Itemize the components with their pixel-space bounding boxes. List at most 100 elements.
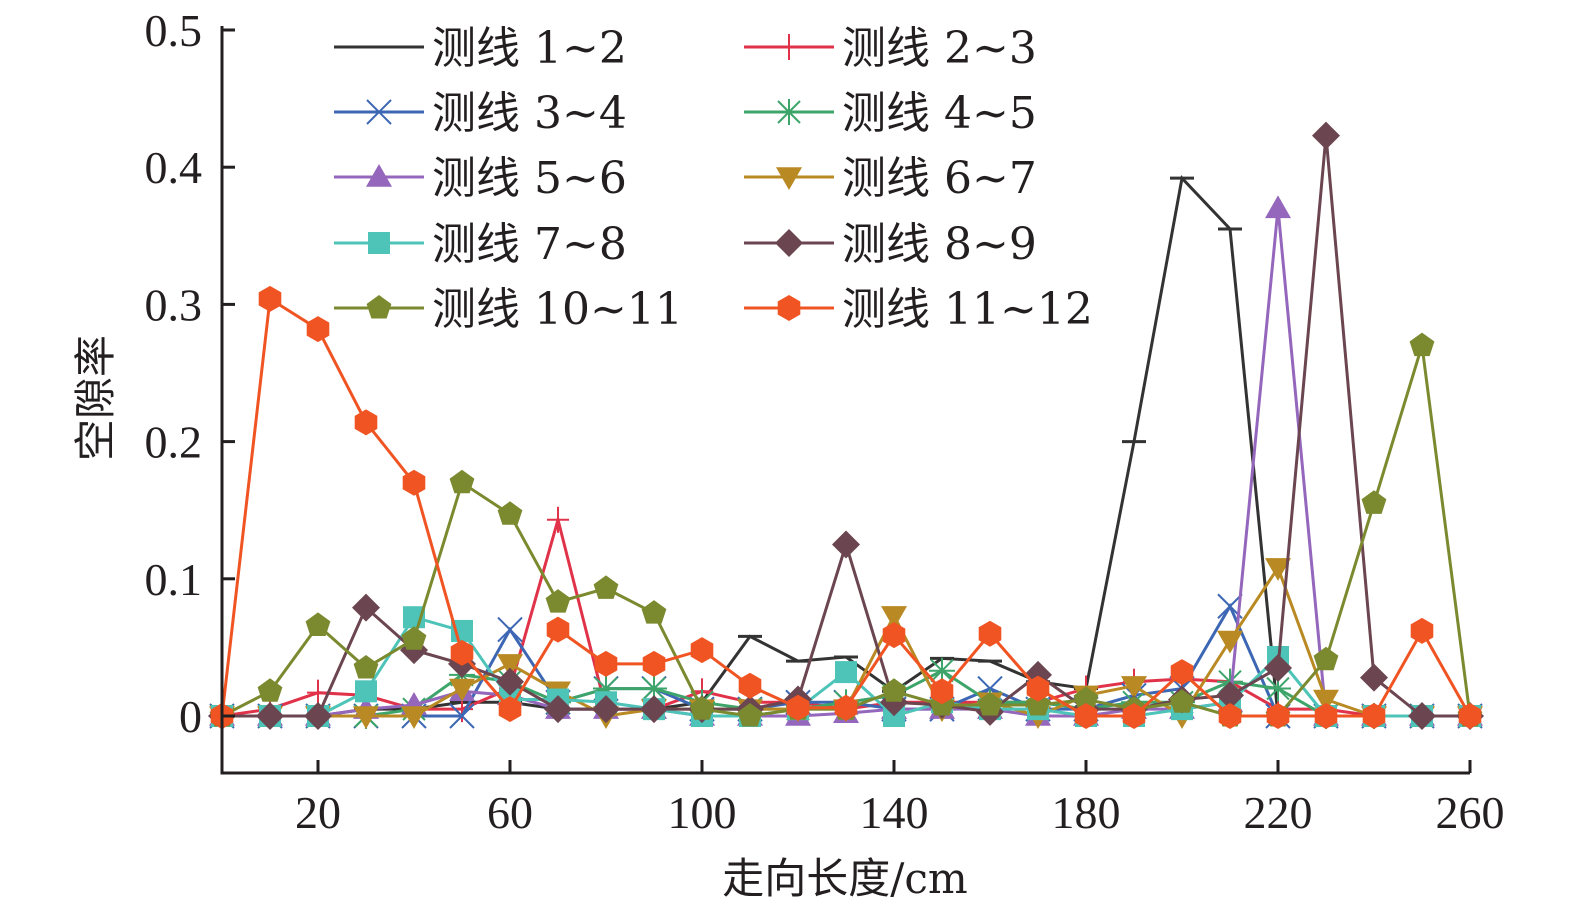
legend-marker — [776, 167, 802, 190]
legend-item: 测线 3~4 — [334, 88, 627, 139]
legend-marker — [366, 99, 392, 125]
legend-item: 测线 10~11 — [334, 284, 683, 335]
legend-marker — [778, 34, 800, 60]
legend-marker — [368, 232, 390, 254]
data-point — [977, 692, 1003, 716]
legend-marker — [777, 295, 801, 321]
legend-label: 测线 1~2 — [432, 23, 627, 74]
data-point — [1122, 703, 1146, 729]
data-point — [307, 679, 329, 706]
data-point — [592, 695, 620, 724]
data-point — [496, 667, 524, 696]
legend-item: 测线 8~9 — [744, 219, 1037, 270]
axes: 0 0.1 0.2 0.3 0.4 0.5 20 60 100 140 180 220 260 — [145, 5, 1505, 838]
data-point — [1265, 558, 1291, 581]
y-tick-label: 0.2 — [145, 417, 203, 468]
data-point — [978, 620, 1002, 647]
legend-label: 测线 10~11 — [432, 284, 683, 335]
data-point — [401, 626, 427, 650]
data-point — [449, 678, 475, 702]
data-point — [1216, 681, 1244, 710]
data-point — [354, 409, 378, 436]
data-point — [1026, 675, 1050, 702]
data-point — [305, 612, 331, 636]
data-point — [304, 702, 332, 730]
data-point — [1361, 490, 1387, 514]
x-tick-label: 100 — [668, 787, 737, 838]
legend-item: 测线 2~3 — [744, 23, 1037, 74]
x-tick-label: 140 — [860, 787, 929, 838]
legend-label: 测线 4~5 — [842, 88, 1037, 139]
y-tick-label: 0.5 — [145, 5, 203, 56]
data-point — [641, 600, 667, 624]
data-point — [882, 622, 906, 649]
data-point — [497, 501, 523, 525]
legend-label: 测线 7~8 — [432, 219, 627, 270]
x-tick-label: 60 — [487, 787, 533, 838]
data-point — [1121, 676, 1147, 699]
data-point — [1360, 663, 1388, 692]
legend-label: 测线 8~9 — [842, 219, 1037, 270]
data-point — [738, 672, 762, 699]
legend-marker — [366, 295, 392, 319]
data-point — [1074, 703, 1098, 729]
data-point — [545, 589, 571, 613]
data-point — [1409, 332, 1435, 357]
legend-marker — [775, 229, 803, 257]
data-point — [401, 706, 427, 729]
data-point — [835, 661, 857, 684]
legend-item: 测线 1~2 — [334, 23, 627, 74]
data-point — [1217, 630, 1243, 654]
y-axis-title: 空隙率 — [71, 335, 120, 461]
data-point — [450, 639, 474, 666]
x-tick-label: 180 — [1052, 787, 1121, 838]
y-tick-label: 0 — [179, 691, 202, 742]
y-tick-label: 0.4 — [145, 142, 203, 193]
data-point — [737, 703, 763, 727]
data-point — [690, 637, 714, 664]
legend-item: 测线 6~7 — [744, 153, 1037, 204]
data-point — [497, 654, 523, 677]
legend-item: 测线 7~8 — [334, 219, 627, 270]
data-point — [832, 530, 860, 559]
data-point — [1362, 703, 1386, 729]
data-point — [1218, 703, 1242, 729]
data-point — [449, 469, 475, 494]
series-10 — [210, 285, 1482, 729]
data-point — [1313, 646, 1339, 671]
legend-label: 测线 5~6 — [432, 153, 627, 204]
data-point — [352, 593, 380, 622]
x-tick-label: 220 — [1244, 787, 1313, 838]
data-point — [257, 678, 283, 702]
x-axis-title: 走向长度/cm — [722, 854, 968, 903]
data-point — [930, 678, 954, 705]
data-point — [353, 706, 379, 729]
data-point — [497, 616, 523, 643]
data-point — [547, 506, 569, 533]
data-point — [593, 575, 619, 599]
x-tick-label: 20 — [295, 787, 341, 838]
data-point — [353, 655, 379, 679]
data-point — [1266, 703, 1290, 729]
data-point — [1312, 121, 1340, 150]
data-point — [1313, 689, 1339, 713]
data-point — [642, 650, 666, 677]
plot-lines — [208, 121, 1484, 730]
data-point — [546, 616, 570, 643]
data-point — [1265, 195, 1291, 219]
legend-item: 测线 4~5 — [744, 88, 1037, 139]
data-point — [355, 680, 377, 703]
data-point — [1264, 653, 1292, 682]
y-tick-label: 0.1 — [145, 554, 203, 605]
data-point — [689, 696, 715, 720]
data-point — [256, 702, 284, 730]
data-point — [258, 285, 282, 312]
data-point — [1458, 703, 1482, 729]
data-point — [1170, 659, 1194, 686]
x-tick-label: 260 — [1436, 787, 1505, 838]
data-point — [544, 695, 572, 724]
data-point — [594, 650, 618, 677]
legend-item: 测线 5~6 — [334, 153, 627, 204]
data-point — [1314, 703, 1338, 729]
data-point — [1410, 617, 1434, 644]
